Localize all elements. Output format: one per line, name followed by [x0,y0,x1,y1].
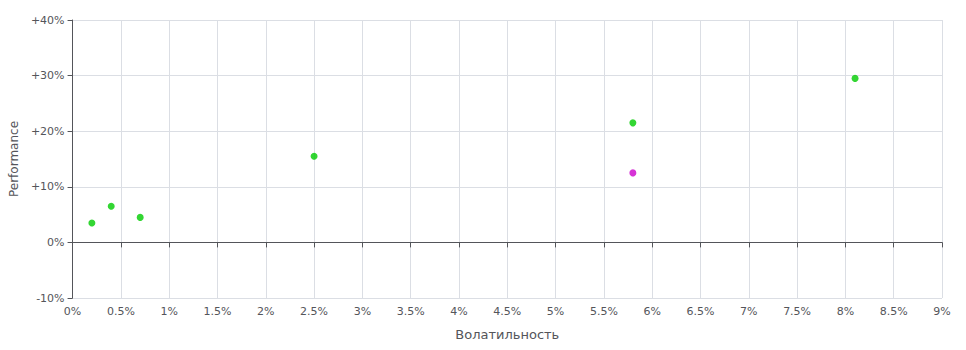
svg-text:4.5%: 4.5% [493,305,521,318]
svg-text:6%: 6% [643,305,660,318]
svg-text:+40%: +40% [31,14,65,27]
svg-text:+20%: +20% [31,125,65,138]
svg-text:2.5%: 2.5% [300,305,328,318]
svg-text:1%: 1% [160,305,177,318]
svg-text:5.5%: 5.5% [590,305,618,318]
svg-text:5%: 5% [547,305,564,318]
svg-text:8.5%: 8.5% [880,305,908,318]
svg-text:0.5%: 0.5% [107,305,135,318]
svg-text:Волатильность: Волатильность [455,327,559,342]
svg-text:2%: 2% [257,305,274,318]
svg-text:7%: 7% [740,305,757,318]
svg-text:+30%: +30% [31,69,65,82]
svg-text:0%: 0% [64,305,81,318]
svg-text:0%: 0% [47,236,64,249]
svg-text:4%: 4% [450,305,467,318]
svg-text:3.5%: 3.5% [397,305,425,318]
svg-text:6.5%: 6.5% [687,305,715,318]
svg-text:Performance: Performance [7,121,21,197]
svg-text:+10%: +10% [31,180,65,193]
svg-text:8%: 8% [837,305,854,318]
svg-text:1.5%: 1.5% [203,305,231,318]
svg-text:-10%: -10% [36,292,64,305]
svg-text:9%: 9% [933,305,950,318]
svg-text:3%: 3% [354,305,371,318]
svg-text:7.5%: 7.5% [783,305,811,318]
